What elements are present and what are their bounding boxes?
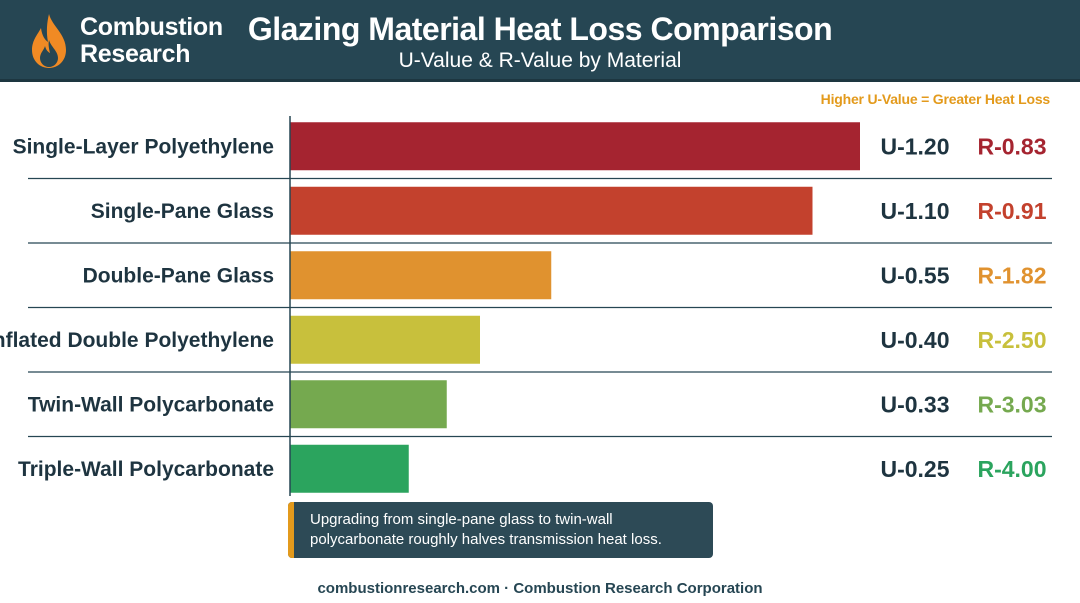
insight-callout: Upgrading from single-pane glass to twin…	[288, 502, 713, 558]
heat-loss-note: Higher U-Value = Greater Heat Loss	[820, 91, 1051, 107]
r-value-label: R-0.83	[977, 133, 1046, 159]
r-value-label: R-4.00	[977, 456, 1046, 482]
callout-accent-bar	[288, 502, 294, 558]
brand-line-2: Research	[80, 40, 191, 68]
category-label: Twin-Wall Polycarbonate	[28, 393, 274, 416]
bar	[290, 444, 409, 493]
r-value-label: R-1.82	[977, 262, 1046, 288]
footer-credit: combustionresearch.com · Combustion Rese…	[317, 580, 763, 597]
brand-line-1: Combustion	[80, 13, 223, 41]
callout-text: Upgrading from single-pane glass to twin…	[310, 511, 662, 548]
category-label: Single-Layer Polyethylene	[13, 135, 274, 158]
header-divider	[0, 79, 1080, 82]
heat-loss-chart: Single-Layer Polyethylene U-1.20 R-0.83 Sin…	[0, 116, 1052, 496]
category-label: Triple-Wall Polycarbonate	[18, 458, 274, 481]
flame-icon	[32, 14, 66, 68]
u-value-label: U-0.40	[880, 327, 949, 353]
bar	[290, 315, 480, 364]
bar	[290, 186, 813, 235]
header-banner: Combustion Research Glazing Material Hea…	[0, 0, 1080, 82]
category-label: Single-Pane Glass	[91, 200, 274, 223]
u-value-label: U-0.33	[880, 391, 949, 417]
r-value-label: R-3.03	[977, 391, 1046, 417]
bar	[290, 251, 552, 300]
u-value-label: U-1.10	[880, 198, 949, 224]
u-value-label: U-1.20	[880, 133, 949, 159]
category-label: Double-Pane Glass	[83, 264, 274, 287]
u-value-label: U-0.25	[880, 456, 949, 482]
bar	[290, 380, 447, 429]
category-label: Inflated Double Polyethylene	[0, 329, 274, 352]
brand-name: Combustion Research	[80, 14, 223, 68]
page-subtitle: U-Value & R-Value by Material	[398, 49, 682, 72]
bar	[290, 122, 860, 171]
page-title: Glazing Material Heat Loss Comparison	[247, 11, 833, 47]
u-value-label: U-0.55	[880, 262, 949, 288]
r-value-label: R-2.50	[977, 327, 1046, 353]
r-value-label: R-0.91	[977, 198, 1046, 224]
